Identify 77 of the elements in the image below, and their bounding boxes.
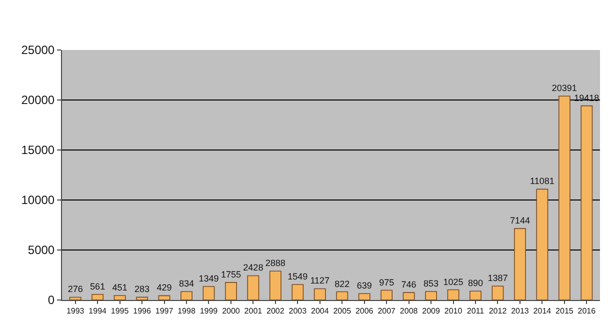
x-tick-label: 2010 (444, 306, 463, 316)
x-tick-label: 2013 (511, 306, 530, 316)
data-label: 20391 (552, 83, 577, 94)
x-tick-label: 2000 (222, 306, 240, 316)
x-tick-label: 2003 (288, 306, 308, 316)
bar (225, 282, 237, 300)
bar (536, 188, 548, 300)
data-label: 11081 (530, 176, 554, 186)
data-label: 451 (112, 282, 128, 292)
data-label: 283 (134, 284, 150, 294)
x-tick-label: 2014 (533, 306, 552, 316)
data-label: 561 (90, 281, 106, 292)
x-tick-label: 1999 (200, 306, 218, 316)
y-tick-label: 5000 (28, 243, 55, 258)
y-tick-label: 25000 (21, 43, 55, 58)
bar (447, 289, 460, 300)
data-label: 429 (156, 282, 172, 293)
data-label: 890 (468, 278, 484, 288)
bar (292, 284, 304, 300)
bar (269, 270, 282, 300)
y-tick-label: 10000 (21, 193, 55, 208)
x-tick-label: 2016 (578, 306, 596, 316)
data-label: 1127 (310, 276, 330, 286)
x-tick-label: 2007 (378, 306, 396, 316)
bar (402, 292, 415, 300)
bar (492, 286, 504, 300)
bar (180, 291, 192, 300)
bar (247, 275, 260, 300)
x-tick-label: 2012 (488, 306, 508, 316)
bar (358, 293, 370, 300)
bar (580, 105, 593, 300)
bar (202, 286, 215, 300)
data-label: 1755 (220, 269, 241, 280)
x-tick-label: 2011 (466, 306, 485, 316)
data-label: 834 (178, 278, 194, 289)
data-label: 975 (379, 277, 394, 288)
data-label: 1549 (288, 272, 308, 282)
bar (514, 228, 526, 300)
y-tick-label: 0 (48, 293, 55, 308)
x-tick-label: 1996 (133, 306, 152, 316)
data-label: 746 (401, 280, 416, 290)
x-tick-label: 2015 (556, 306, 574, 316)
bar (336, 291, 348, 300)
bar (470, 290, 482, 300)
x-tick-label: 2005 (333, 306, 352, 316)
data-label: 853 (424, 278, 439, 288)
data-label: 639 (356, 280, 372, 291)
bar (136, 296, 148, 300)
bar (114, 295, 126, 300)
x-tick-label: 2001 (244, 306, 263, 316)
x-tick-label: 1998 (178, 306, 196, 316)
x-tick-label: 1994 (88, 306, 108, 316)
bar (558, 96, 570, 300)
bar (92, 294, 104, 300)
data-label: 1025 (443, 276, 464, 287)
data-label: 1349 (198, 274, 219, 284)
data-label: 1387 (488, 273, 508, 284)
bar (69, 296, 82, 300)
data-label: 276 (68, 284, 83, 294)
x-tick-label: 2004 (310, 306, 330, 316)
data-label: 822 (334, 278, 350, 289)
y-tick-label: 20000 (21, 93, 55, 108)
bar (314, 288, 326, 300)
bar (380, 290, 393, 300)
x-tick-label: 2006 (355, 306, 374, 316)
bar (158, 295, 170, 300)
y-tick-label: 15000 (21, 143, 55, 158)
data-label: 2428 (243, 262, 264, 273)
x-tick-label: 2008 (400, 306, 418, 316)
x-tick-label: 2002 (266, 306, 285, 316)
x-tick-label: 1997 (155, 306, 174, 316)
x-tick-label: 1993 (66, 306, 85, 316)
bar (425, 291, 437, 300)
x-tick-label: 1995 (110, 306, 130, 316)
x-tick-label: 2009 (422, 306, 440, 316)
data-label: 7144 (510, 216, 530, 226)
data-label: 2888 (265, 258, 286, 268)
